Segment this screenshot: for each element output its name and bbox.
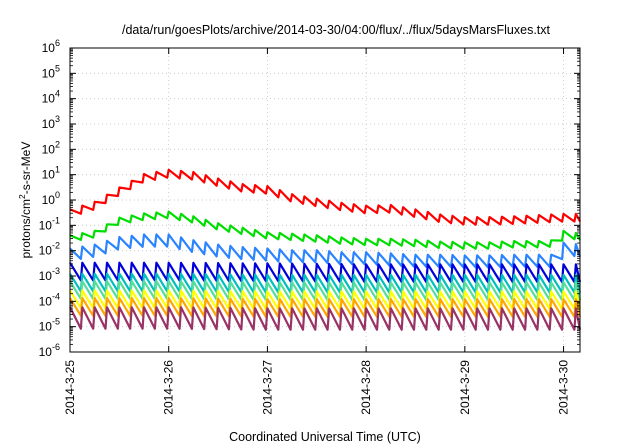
y-tick-label: 101 [42, 165, 60, 182]
y-tick-label: 106 [42, 38, 60, 55]
x-axis-label: Coordinated Universal Time (UTC) [229, 430, 421, 444]
series-line-1 [69, 168, 581, 226]
series-line-9 [69, 306, 582, 331]
series-line-2 [69, 210, 581, 250]
y-tick-label: 100 [42, 190, 60, 207]
y-tick-label: 10-4 [39, 291, 60, 308]
x-tick-label: 2014-3-28 [359, 360, 373, 415]
y-tick-label: 10-5 [39, 317, 60, 334]
x-axis: 2014-3-25 2014-3-26 2014-3-27 2014-3-28 2014… [63, 48, 571, 415]
y-tick-label: 10-1 [39, 215, 60, 232]
y-tick-label: 103 [42, 114, 60, 131]
chart-title: /data/run/goesPlots/archive/2014-03-30/0… [122, 23, 551, 37]
x-tick-label: 2014-3-26 [162, 360, 176, 415]
x-tick-label: 2014-3-25 [63, 360, 77, 415]
y-axis-label: protons/cm2-s-sr-MeV [17, 142, 33, 259]
y-tick-label: 10-2 [39, 241, 60, 258]
y-tick-label: 104 [42, 89, 60, 106]
plot-series [69, 168, 582, 331]
x-tick-label: 2014-3-29 [458, 360, 472, 415]
y-tick-label: 10-3 [39, 266, 60, 283]
y-axis-label-prefix: protons/cm [19, 199, 33, 258]
y-tick-label: 105 [42, 63, 60, 80]
y-tick-label: 102 [42, 139, 60, 156]
y-axis: 10-6 10-5 10-4 10-3 10-2 10-1 100 101 102 103 104 1… [39, 38, 580, 359]
y-tick-label: 10-6 [39, 342, 60, 359]
x-tick-label: 2014-3-30 [557, 360, 571, 415]
y-axis-label-sup: 2 [17, 194, 27, 199]
series-line-3 [69, 233, 582, 269]
x-tick-label: 2014-3-27 [260, 360, 274, 415]
y-axis-label-suffix: -s-sr-MeV [19, 142, 33, 195]
